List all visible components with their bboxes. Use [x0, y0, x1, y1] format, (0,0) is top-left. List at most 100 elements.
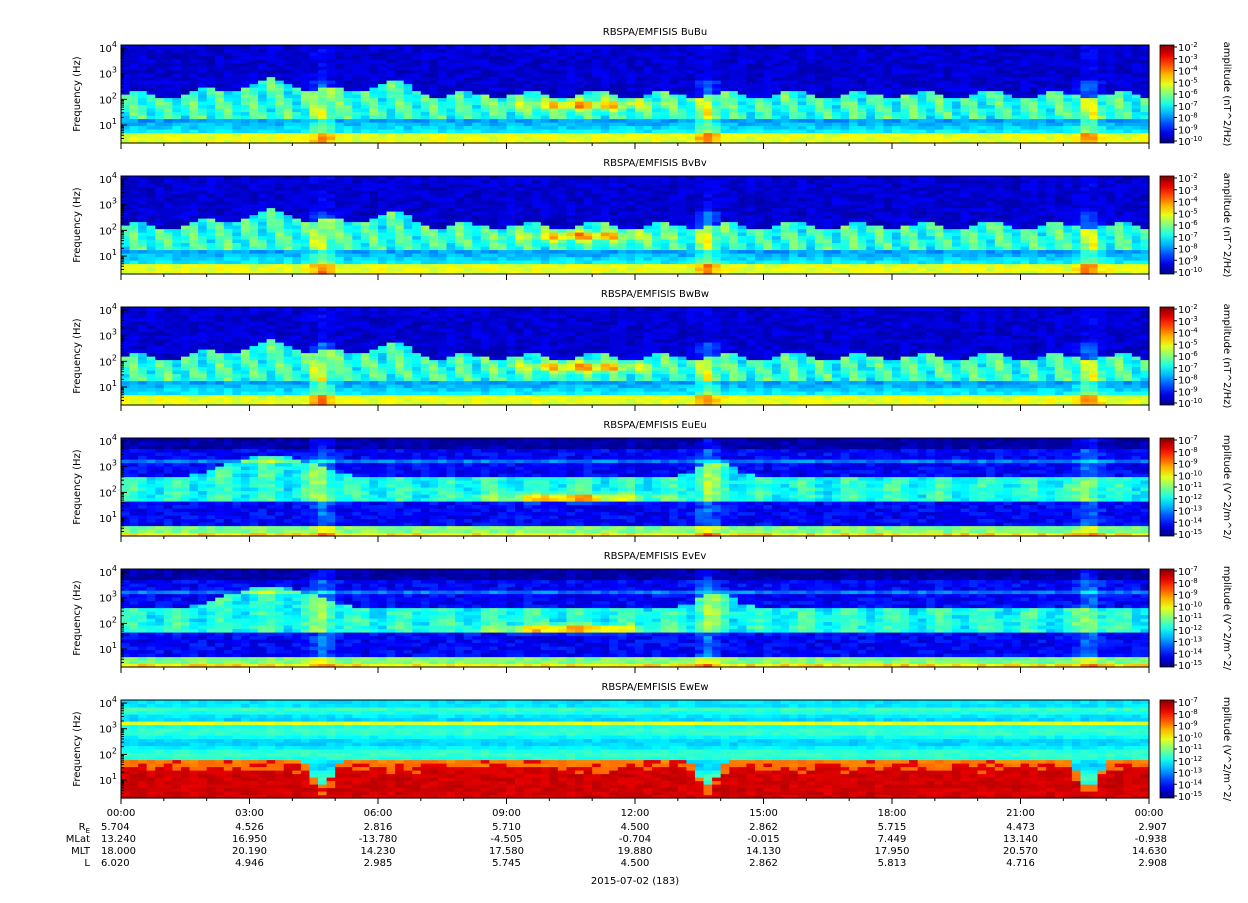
heatmap-cell	[558, 218, 567, 222]
heatmap-cell	[275, 94, 284, 98]
heatmap-cell	[241, 253, 250, 257]
heatmap-cell	[301, 253, 310, 257]
heatmap-cell	[361, 176, 370, 180]
heatmap-cell	[215, 94, 224, 98]
heatmap-cell	[823, 77, 832, 81]
heatmap-cell	[309, 222, 318, 226]
heatmap-cell	[250, 215, 259, 219]
heatmap-cell	[387, 66, 396, 70]
heatmap-cell	[421, 87, 430, 91]
heatmap-cell	[1029, 63, 1038, 67]
heatmap-cell	[601, 56, 610, 60]
heatmap-cell	[361, 73, 370, 77]
heatmap-cell	[164, 66, 173, 70]
heatmap-cell	[429, 232, 438, 236]
heatmap-cell	[798, 52, 807, 56]
heatmap-cell	[250, 105, 259, 109]
heatmap-cell	[1003, 56, 1012, 60]
heatmap-cell	[489, 253, 498, 257]
heatmap-cell	[241, 229, 250, 233]
heatmap-cell	[1089, 98, 1098, 102]
heatmap-cell	[421, 187, 430, 191]
heatmap-cell	[250, 49, 259, 53]
heatmap-cell	[309, 112, 318, 116]
heatmap-cell	[481, 91, 490, 95]
heatmap-cell	[421, 201, 430, 205]
heatmap-cell	[207, 180, 216, 184]
heatmap-cell	[815, 136, 824, 140]
heatmap-cell	[541, 197, 550, 201]
colorbar-tick-exponent: -8	[1191, 112, 1198, 120]
heatmap-cell	[318, 243, 327, 247]
heatmap-cell	[481, 84, 490, 88]
heatmap-cell	[841, 91, 850, 95]
heatmap-cell	[712, 126, 721, 130]
heatmap-cell	[892, 129, 901, 133]
heatmap-cell	[1063, 119, 1072, 123]
heatmap-cell	[147, 257, 156, 261]
heatmap-cell	[644, 63, 653, 67]
heatmap-cell	[738, 80, 747, 84]
heatmap-cell	[464, 201, 473, 205]
heatmap-cell	[883, 80, 892, 84]
heatmap-cell	[1123, 59, 1132, 63]
heatmap-cell	[395, 49, 404, 53]
heatmap-cell	[232, 119, 241, 123]
heatmap-cell	[207, 267, 216, 271]
heatmap-cell	[130, 56, 139, 60]
heatmap-cell	[309, 101, 318, 105]
heatmap-cell	[549, 70, 558, 74]
heatmap-cell	[986, 105, 995, 109]
heatmap-cell	[130, 260, 139, 264]
heatmap-cell	[601, 129, 610, 133]
heatmap-cell	[438, 208, 447, 212]
heatmap-cell	[575, 136, 584, 140]
heatmap-cell	[207, 229, 216, 233]
heatmap-cell	[447, 215, 456, 219]
heatmap-cell	[601, 112, 610, 116]
heatmap-cell	[1140, 105, 1149, 109]
heatmap-cell	[258, 94, 267, 98]
heatmap-cell	[1012, 63, 1021, 67]
heatmap-cell	[378, 215, 387, 219]
heatmap-cell	[275, 105, 284, 109]
heatmap-cell	[704, 115, 713, 119]
heatmap-cell	[858, 108, 867, 112]
heatmap-cell	[755, 70, 764, 74]
heatmap-cell	[524, 222, 533, 226]
heatmap-cell	[626, 94, 635, 98]
heatmap-cell	[789, 59, 798, 63]
heatmap-cell	[275, 49, 284, 53]
heatmap-cell	[1046, 98, 1055, 102]
heatmap-cell	[926, 66, 935, 70]
heatmap-cell	[258, 201, 267, 205]
heatmap-cell	[172, 77, 181, 81]
heatmap-cell	[284, 260, 293, 264]
heatmap-cell	[138, 91, 147, 95]
heatmap-cell	[1003, 45, 1012, 49]
heatmap-cell	[1046, 126, 1055, 130]
heatmap-cell	[147, 45, 156, 49]
heatmap-cell	[1029, 80, 1038, 84]
heatmap-cell	[387, 246, 396, 250]
heatmap-cell	[215, 66, 224, 70]
heatmap-cell	[181, 236, 190, 240]
heatmap-cell	[421, 45, 430, 49]
heatmap-cell	[232, 225, 241, 229]
heatmap-cell	[284, 194, 293, 198]
heatmap-cell	[798, 66, 807, 70]
heatmap-cell	[215, 84, 224, 88]
heatmap-cell	[404, 59, 413, 63]
heatmap-cell	[721, 73, 730, 77]
heatmap-cell	[455, 260, 464, 264]
heatmap-cell	[335, 115, 344, 119]
heatmap-cell	[806, 70, 815, 74]
colorbar-label: amplitude (nT^2/Hz)	[1221, 42, 1232, 147]
heatmap-cell	[618, 80, 627, 84]
heatmap-cell	[455, 112, 464, 116]
heatmap-cell	[781, 105, 790, 109]
heatmap-cell	[138, 257, 147, 261]
heatmap-cell	[138, 52, 147, 56]
heatmap-cell	[943, 66, 952, 70]
heatmap-cell	[806, 63, 815, 67]
